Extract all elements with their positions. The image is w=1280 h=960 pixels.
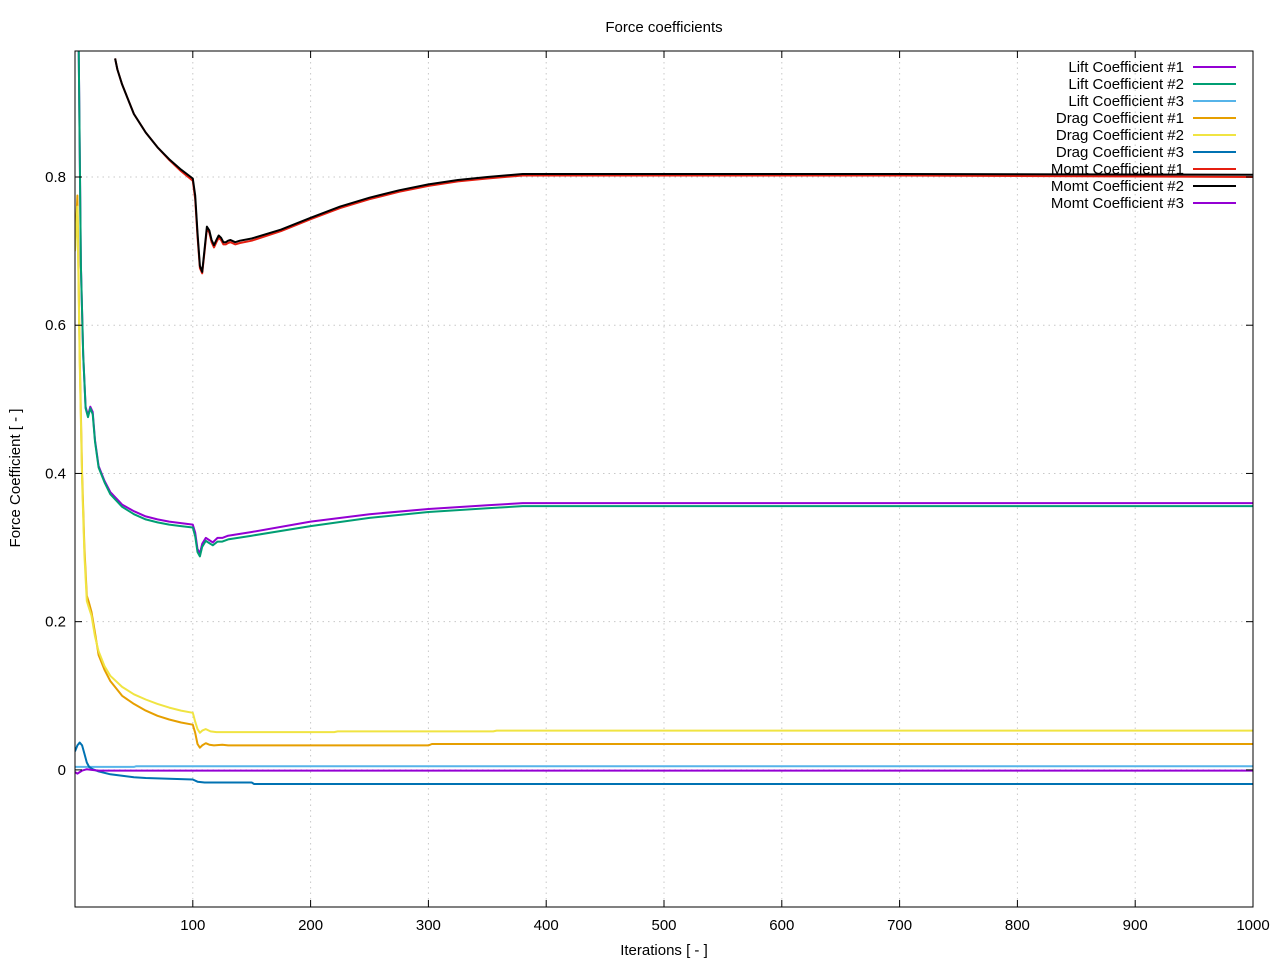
x-tick-label: 300 <box>416 917 441 934</box>
series-line-4 <box>75 194 1253 749</box>
legend-label: Drag Coefficient #1 <box>1056 110 1184 127</box>
x-tick-label: 200 <box>298 917 323 934</box>
x-tick-label: 100 <box>180 917 205 934</box>
axis-ticks: 100 200 300 400 500 600 700 800 900 1000 0 0.2 0.4 0.… <box>45 51 1270 934</box>
x-tick-label: 600 <box>769 917 794 934</box>
series-line-8 <box>114 58 1253 273</box>
x-tick-label: 500 <box>651 917 676 934</box>
y-tick-label: 0.8 <box>45 169 66 186</box>
y-tick-label: 0 <box>58 762 66 779</box>
legend-label: Momt Coefficient #3 <box>1051 195 1184 212</box>
legend-label: Lift Coefficient #1 <box>1068 59 1184 76</box>
series-line-3 <box>75 765 1253 768</box>
legend-label: Drag Coefficient #2 <box>1056 127 1184 144</box>
legend-label: Lift Coefficient #2 <box>1068 76 1184 93</box>
y-tick-label: 0.4 <box>45 465 66 482</box>
x-tick-label: 700 <box>887 917 912 934</box>
chart-title: Force coefficients <box>605 19 722 36</box>
x-tick-label: 900 <box>1123 917 1148 934</box>
legend-label: Drag Coefficient #3 <box>1056 144 1184 161</box>
series-line-5 <box>75 205 1253 734</box>
x-tick-label: 1000 <box>1236 917 1269 934</box>
y-axis-title: Force Coefficient [ - ] <box>7 409 24 548</box>
series-line-9 <box>75 768 1253 775</box>
y-tick-label: 0.2 <box>45 614 66 631</box>
legend-label: Lift Coefficient #3 <box>1068 93 1184 110</box>
x-tick-label: 400 <box>534 917 559 934</box>
series-line-6 <box>75 741 1253 785</box>
legend-label: Momt Coefficient #1 <box>1051 161 1184 178</box>
legend-label: Momt Coefficient #2 <box>1051 178 1184 195</box>
y-tick-label: 0.6 <box>45 317 66 334</box>
series-line-2 <box>77 51 1253 558</box>
x-axis-title: Iterations [ - ] <box>620 942 708 959</box>
series-lines <box>75 51 1253 785</box>
x-tick-label: 800 <box>1005 917 1030 934</box>
